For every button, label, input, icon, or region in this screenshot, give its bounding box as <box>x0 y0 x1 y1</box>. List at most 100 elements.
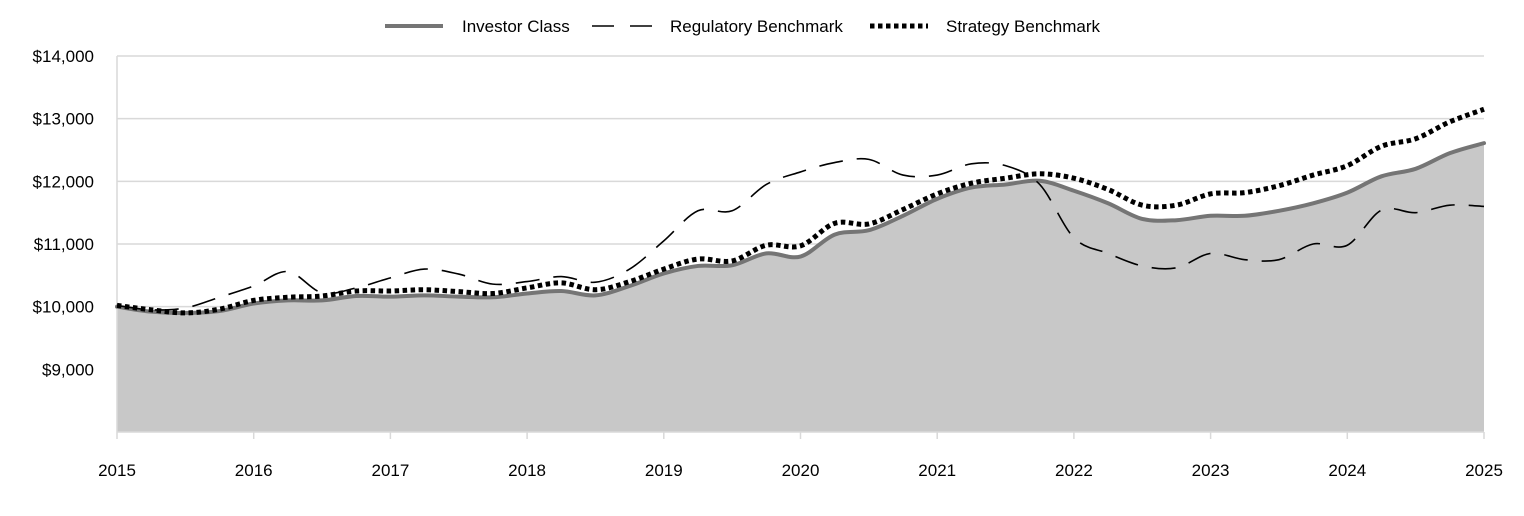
series-0-point <box>1106 201 1110 205</box>
series-1-point <box>1209 251 1213 255</box>
series-0-point <box>354 294 358 298</box>
series-1-point <box>1379 208 1383 212</box>
series-2-point <box>525 286 529 290</box>
series-2-point <box>423 288 427 292</box>
series-0-point <box>1311 201 1315 205</box>
series-2-point <box>320 294 324 298</box>
series-1-point <box>388 276 392 280</box>
series-1-point <box>423 267 427 271</box>
series-2-point <box>388 289 392 293</box>
series-0-point <box>559 289 563 293</box>
series-0-point <box>1277 209 1281 213</box>
x-tick-labels: 2015 2016 2017 2018 2019 2020 2021 2022 2023 2024… <box>98 461 1503 480</box>
series-1-point <box>1414 211 1418 215</box>
series-0-point <box>1448 151 1452 155</box>
series-0-point <box>388 295 392 299</box>
series-1-point <box>1277 258 1281 262</box>
series-2-point <box>559 281 563 285</box>
series-1-point <box>252 284 256 288</box>
x-tick-label: 2016 <box>235 461 273 480</box>
legend: Investor Class Regulatory Benchmark Strate… <box>385 17 1101 36</box>
series-1-point <box>764 182 768 186</box>
series-1-point <box>833 161 837 165</box>
x-tick-label: 2015 <box>98 461 136 480</box>
area-layer <box>117 143 1484 433</box>
series-1-point <box>696 209 700 213</box>
series-2-point <box>969 181 973 185</box>
y-tick-label: $10,000 <box>33 298 94 317</box>
series-0-point <box>1243 214 1247 218</box>
series-2-point <box>901 208 905 212</box>
series-2-point <box>1482 107 1486 111</box>
series-0-point <box>593 293 597 297</box>
series-0-point <box>423 293 427 297</box>
legend-item: Strategy Benchmark <box>870 17 1101 36</box>
series-1-point <box>525 280 529 284</box>
series-2-point <box>286 295 290 299</box>
series-0-point <box>1174 218 1178 222</box>
series-2-point <box>1243 191 1247 195</box>
series-1-point <box>867 157 871 161</box>
series-1-point <box>183 306 187 310</box>
x-tick-label: 2017 <box>371 461 409 480</box>
series-2-point <box>662 267 666 271</box>
series-2-point <box>252 298 256 302</box>
series-2-point <box>491 292 495 296</box>
series-2-point <box>1004 176 1008 180</box>
series-lines <box>115 106 1486 316</box>
series-0-point <box>696 264 700 268</box>
series-2-point <box>1140 203 1144 207</box>
series-1-point <box>935 173 939 177</box>
y-tick-label: $13,000 <box>33 110 94 129</box>
legend-label: Regulatory Benchmark <box>670 17 843 36</box>
y-tick-label: $11,000 <box>34 235 94 254</box>
series-0-point <box>1209 214 1213 218</box>
series-0-point <box>1379 174 1383 178</box>
series-1-point <box>1140 264 1144 268</box>
series-1-point <box>799 170 803 174</box>
series-1-point <box>730 209 734 213</box>
series-2-point <box>696 257 700 261</box>
series-0-point <box>320 298 324 302</box>
series-0-point <box>1482 141 1486 145</box>
series-0-point <box>1004 182 1008 186</box>
series-1-point <box>1004 164 1008 168</box>
x-tick-label: 2021 <box>918 461 956 480</box>
series-2-point <box>1277 184 1281 188</box>
series-0-point <box>901 214 905 218</box>
legend-item: Investor Class <box>385 17 570 36</box>
series-1-point <box>1311 242 1315 246</box>
series-0-point <box>730 263 734 267</box>
x-tick-label: 2024 <box>1328 461 1366 480</box>
legend-item: Regulatory Benchmark <box>592 17 843 36</box>
series-0-point <box>662 271 666 275</box>
series-2-point <box>218 307 222 311</box>
series-1-point <box>1038 182 1042 186</box>
series-1-point <box>218 295 222 299</box>
series-2-point <box>1311 173 1315 177</box>
series-2-point <box>1379 144 1383 148</box>
investor-class-area <box>117 143 1484 433</box>
series-0-point <box>969 186 973 190</box>
legend-label: Strategy Benchmark <box>946 17 1101 36</box>
x-tick-label: 2022 <box>1055 461 1093 480</box>
series-1-point <box>1174 266 1178 270</box>
series-2-point <box>354 289 358 293</box>
series-2-point <box>730 259 734 263</box>
series-2-point <box>1345 164 1349 168</box>
x-tick-label: 2018 <box>508 461 546 480</box>
series-0-point <box>525 292 529 296</box>
series-2-point <box>1448 120 1452 124</box>
series-0-point <box>1072 189 1076 193</box>
series-2-point <box>457 290 461 294</box>
x-tick-label: 2019 <box>645 461 683 480</box>
legend-label: Investor Class <box>462 17 570 36</box>
series-1-point <box>286 270 290 274</box>
x-tick-label: 2020 <box>782 461 820 480</box>
series-1-point <box>901 173 905 177</box>
series-0-point <box>457 295 461 299</box>
series-0-point <box>935 197 939 201</box>
series-line-2 <box>116 106 1485 316</box>
y-tick-label: $14,000 <box>33 47 94 66</box>
